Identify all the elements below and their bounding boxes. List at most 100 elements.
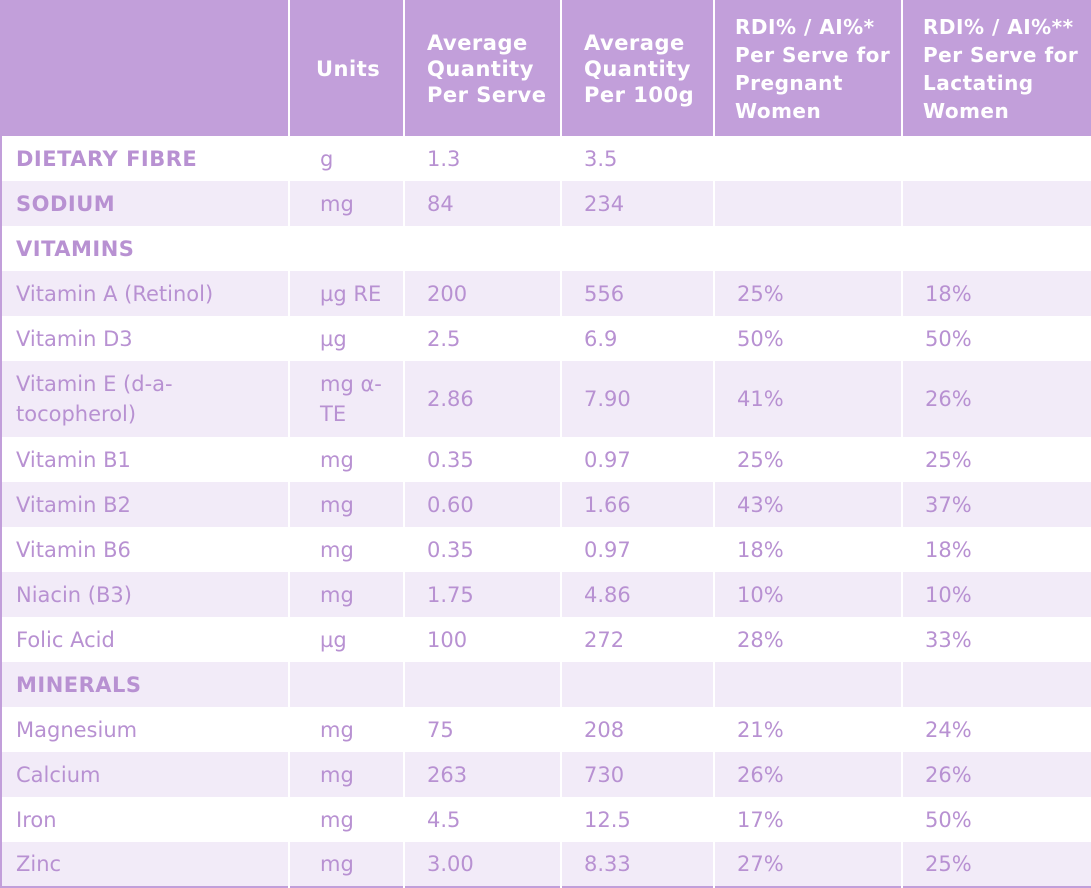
per-serve-cell: 2.5 — [403, 316, 561, 361]
rdi-lactating-cell: 26% — [901, 752, 1091, 797]
nutrient-name-cell: Folic Acid — [1, 617, 289, 662]
table-row: Vitamin B1 mg 0.35 0.97 25% 25% — [1, 437, 1091, 482]
per-100g-cell: 8.33 — [560, 842, 714, 887]
nutrient-name-cell: Vitamin A (Retinol) — [1, 271, 289, 316]
nutrient-name-cell: Magnesium — [1, 707, 289, 752]
units-cell: mg — [288, 707, 404, 752]
table-row: Vitamin E (d-a-tocopherol) mg α-TE 2.86 7.9… — [1, 361, 1091, 437]
rdi-pregnant-cell: 17% — [713, 797, 902, 842]
units-cell: mg α-TE — [288, 361, 404, 437]
units-cell: mg — [288, 572, 404, 617]
table-row: Calcium mg 263 730 26% 26% — [1, 752, 1091, 797]
units-cell: mg — [288, 752, 404, 797]
per-100g-cell: 1.66 — [560, 482, 714, 527]
rdi-pregnant-cell: 43% — [713, 482, 902, 527]
per-100g-cell: 234 — [560, 181, 714, 226]
nutrient-name-cell: VITAMINS — [1, 226, 289, 271]
nutrient-name-cell: Zinc — [1, 842, 289, 887]
nutrient-name-cell: Vitamin E (d-a-tocopherol) — [1, 361, 289, 437]
header-rdi-lactating: RDI% / AI%** Per Serve for Lactating Wom… — [901, 1, 1091, 136]
rdi-pregnant-cell: 50% — [713, 316, 902, 361]
nutrient-name-cell: Calcium — [1, 752, 289, 797]
table-row: VITAMINS — [1, 226, 1091, 271]
rdi-lactating-cell: 50% — [901, 797, 1091, 842]
rdi-pregnant-cell: 41% — [713, 361, 902, 437]
per-serve-cell — [403, 662, 561, 707]
per-serve-cell: 3.00 — [403, 842, 561, 887]
table-row: MINERALS — [1, 662, 1091, 707]
units-cell: µg — [288, 617, 404, 662]
per-serve-cell: 0.60 — [403, 482, 561, 527]
per-100g-cell: 556 — [560, 271, 714, 316]
per-100g-cell: 272 — [560, 617, 714, 662]
per-100g-cell — [560, 662, 714, 707]
nutrient-name-cell: Vitamin B1 — [1, 437, 289, 482]
rdi-pregnant-cell: 27% — [713, 842, 902, 887]
rdi-pregnant-cell: 18% — [713, 527, 902, 572]
per-serve-cell: 75 — [403, 707, 561, 752]
per-serve-cell: 4.5 — [403, 797, 561, 842]
table-body: DIETARY FIBRE g 1.3 3.5 SODIUM mg 84 234 VITAMIN… — [1, 136, 1091, 887]
rdi-lactating-cell: 10% — [901, 572, 1091, 617]
per-100g-cell: 12.5 — [560, 797, 714, 842]
per-serve-cell: 2.86 — [403, 361, 561, 437]
rdi-pregnant-cell: 28% — [713, 617, 902, 662]
per-100g-cell — [560, 226, 714, 271]
units-cell: mg — [288, 527, 404, 572]
rdi-lactating-cell — [901, 226, 1091, 271]
per-100g-cell: 0.97 — [560, 527, 714, 572]
header-row: Units Average Quantity Per Serve Average… — [1, 1, 1091, 136]
nutrient-name-cell: SODIUM — [1, 181, 289, 226]
nutrient-name-cell: Vitamin B6 — [1, 527, 289, 572]
table-header: Units Average Quantity Per Serve Average… — [1, 1, 1091, 136]
rdi-lactating-cell: 25% — [901, 437, 1091, 482]
units-cell: mg — [288, 482, 404, 527]
nutrient-name-cell: MINERALS — [1, 662, 289, 707]
nutrient-name-cell: Iron — [1, 797, 289, 842]
per-serve-cell: 200 — [403, 271, 561, 316]
rdi-pregnant-cell: 26% — [713, 752, 902, 797]
table-row: Iron mg 4.5 12.5 17% 50% — [1, 797, 1091, 842]
nutrient-name-cell: Vitamin D3 — [1, 316, 289, 361]
table-row: Magnesium mg 75 208 21% 24% — [1, 707, 1091, 752]
units-cell: mg — [288, 842, 404, 887]
table-row: Vitamin A (Retinol) µg RE 200 556 25% 18% — [1, 271, 1091, 316]
header-units: Units — [288, 1, 404, 136]
table-row: Vitamin D3 µg 2.5 6.9 50% 50% — [1, 316, 1091, 361]
rdi-lactating-cell: 18% — [901, 271, 1091, 316]
units-cell — [288, 226, 404, 271]
header-avg-per-serve: Average Quantity Per Serve — [403, 1, 561, 136]
rdi-pregnant-cell — [713, 136, 902, 181]
rdi-lactating-cell — [901, 181, 1091, 226]
header-rdi-pregnant: RDI% / AI%* Per Serve for Pregnant Women — [713, 1, 902, 136]
rdi-lactating-cell: 37% — [901, 482, 1091, 527]
per-serve-cell: 1.75 — [403, 572, 561, 617]
units-cell: mg — [288, 437, 404, 482]
table-row: Niacin (B3) mg 1.75 4.86 10% 10% — [1, 572, 1091, 617]
header-nutrient — [1, 1, 289, 136]
units-cell — [288, 662, 404, 707]
table-row: Vitamin B6 mg 0.35 0.97 18% 18% — [1, 527, 1091, 572]
per-100g-cell: 7.90 — [560, 361, 714, 437]
per-serve-cell: 0.35 — [403, 437, 561, 482]
rdi-lactating-cell: 18% — [901, 527, 1091, 572]
nutrient-name-cell: Niacin (B3) — [1, 572, 289, 617]
per-serve-cell: 1.3 — [403, 136, 561, 181]
rdi-lactating-cell: 50% — [901, 316, 1091, 361]
rdi-lactating-cell: 25% — [901, 842, 1091, 887]
per-100g-cell: 3.5 — [560, 136, 714, 181]
table-row: Folic Acid µg 100 272 28% 33% — [1, 617, 1091, 662]
rdi-pregnant-cell — [713, 181, 902, 226]
per-100g-cell: 4.86 — [560, 572, 714, 617]
per-100g-cell: 208 — [560, 707, 714, 752]
per-serve-cell: 0.35 — [403, 527, 561, 572]
units-cell: µg — [288, 316, 404, 361]
per-serve-cell: 84 — [403, 181, 561, 226]
rdi-pregnant-cell: 10% — [713, 572, 902, 617]
rdi-lactating-cell — [901, 662, 1091, 707]
per-serve-cell: 100 — [403, 617, 561, 662]
rdi-pregnant-cell — [713, 662, 902, 707]
per-100g-cell: 730 — [560, 752, 714, 797]
table-row: SODIUM mg 84 234 — [1, 181, 1091, 226]
